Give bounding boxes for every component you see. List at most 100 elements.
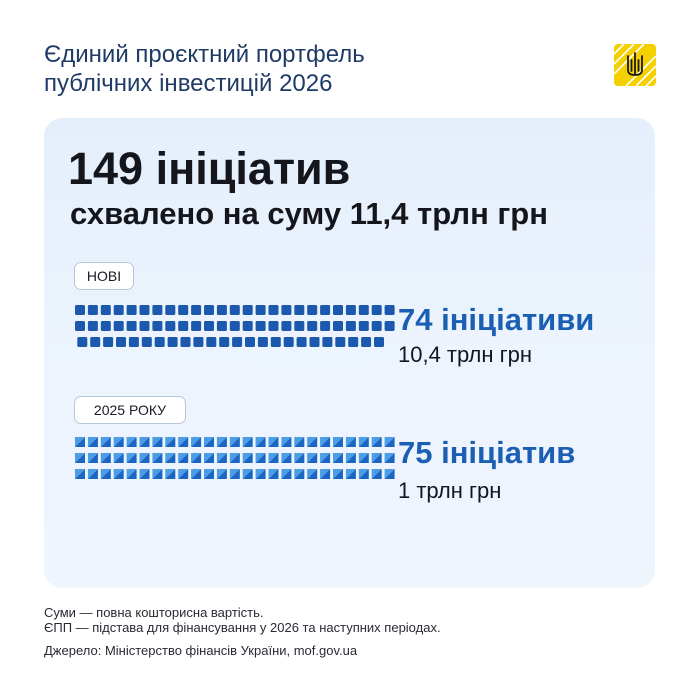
unit-square bbox=[358, 321, 369, 331]
series-0-units bbox=[75, 305, 395, 347]
page-title: Єдиний проєктний портфель публічних інве… bbox=[44, 40, 365, 98]
unit-square bbox=[75, 321, 85, 331]
unit-square bbox=[345, 321, 356, 331]
unit-square bbox=[294, 453, 305, 463]
unit-square bbox=[294, 437, 305, 447]
unit-square bbox=[320, 321, 331, 331]
unit-square bbox=[152, 437, 163, 447]
unit-square bbox=[116, 337, 126, 347]
unit-square bbox=[257, 337, 268, 347]
unit-square bbox=[307, 305, 318, 315]
unit-square bbox=[296, 337, 307, 347]
unit-square bbox=[335, 337, 346, 347]
stat-2025-count: 75 ініціатив bbox=[398, 435, 576, 470]
unit-square bbox=[268, 437, 279, 447]
unit-square bbox=[294, 321, 305, 331]
unit-square bbox=[229, 321, 240, 331]
unit-square bbox=[216, 469, 227, 479]
unit-square bbox=[152, 321, 163, 331]
unit-square bbox=[333, 453, 343, 463]
unit-square bbox=[126, 469, 137, 479]
unit-square bbox=[113, 453, 124, 463]
unit-square bbox=[307, 437, 318, 447]
tag-2025: 2025 РОКУ bbox=[74, 396, 186, 424]
unit-square bbox=[307, 321, 318, 331]
unit-square bbox=[371, 469, 382, 479]
unit-square bbox=[345, 453, 356, 463]
unit-square bbox=[139, 321, 150, 331]
tag-new: НОВІ bbox=[74, 262, 134, 290]
unit-square bbox=[361, 337, 372, 347]
unit-square bbox=[90, 337, 101, 347]
unit-square bbox=[245, 337, 255, 347]
unit-square bbox=[384, 437, 395, 447]
unit-square bbox=[268, 305, 279, 315]
summary-card bbox=[44, 118, 655, 588]
unit-square bbox=[333, 321, 343, 331]
unit-square bbox=[281, 321, 292, 331]
stat-new-count: 74 ініціативи bbox=[398, 302, 595, 337]
page-title-line-1: Єдиний проєктний портфель bbox=[44, 41, 365, 68]
unit-square bbox=[178, 305, 189, 315]
unit-square bbox=[87, 453, 98, 463]
footnote-sums: Суми — повна кошторисна вартість. bbox=[44, 605, 264, 620]
unit-square bbox=[229, 469, 240, 479]
unit-square bbox=[126, 305, 137, 315]
unit-square bbox=[320, 437, 331, 447]
unit-square bbox=[178, 469, 189, 479]
unit-square bbox=[345, 469, 356, 479]
unit-square bbox=[75, 469, 85, 479]
unit-square bbox=[100, 437, 111, 447]
unit-square bbox=[216, 437, 227, 447]
unit-square bbox=[320, 453, 331, 463]
unit-square bbox=[139, 453, 150, 463]
unit-square bbox=[255, 469, 266, 479]
unit-square bbox=[167, 337, 178, 347]
unit-square bbox=[204, 437, 214, 447]
unit-square bbox=[139, 305, 150, 315]
unit-square bbox=[165, 305, 176, 315]
unit-square bbox=[255, 321, 266, 331]
page-title-line-2: публічних інвестицій 2026 bbox=[44, 70, 333, 97]
unit-square bbox=[309, 337, 320, 347]
unit-square bbox=[333, 305, 343, 315]
unit-square bbox=[139, 437, 150, 447]
unit-square bbox=[242, 321, 253, 331]
unit-square bbox=[178, 437, 189, 447]
unit-square bbox=[139, 469, 150, 479]
unit-square bbox=[219, 337, 230, 347]
unit-square bbox=[178, 321, 189, 331]
unit-square bbox=[307, 453, 318, 463]
unit-square bbox=[229, 453, 240, 463]
unit-square bbox=[165, 453, 176, 463]
unit-square bbox=[333, 469, 343, 479]
unit-square bbox=[154, 337, 165, 347]
unit-square bbox=[371, 453, 382, 463]
unit-square bbox=[180, 337, 191, 347]
unit-square bbox=[281, 305, 292, 315]
unit-square bbox=[229, 305, 240, 315]
unit-square bbox=[270, 337, 281, 347]
ukraine-trident-icon bbox=[614, 44, 656, 86]
stat-new-amount: 10,4 трлн грн bbox=[398, 342, 532, 367]
unit-square bbox=[232, 337, 243, 347]
unit-square bbox=[75, 305, 85, 315]
series-1-units bbox=[75, 437, 395, 479]
unit-square bbox=[371, 321, 382, 331]
unit-square bbox=[294, 305, 305, 315]
unit-square bbox=[113, 321, 124, 331]
unit-square bbox=[294, 469, 305, 479]
unit-square bbox=[255, 437, 266, 447]
unit-square bbox=[268, 321, 279, 331]
unit-square bbox=[255, 453, 266, 463]
unit-square bbox=[281, 469, 292, 479]
unit-square bbox=[242, 469, 253, 479]
headline-total-count: 149 ініціатив bbox=[68, 143, 351, 194]
unit-square bbox=[345, 305, 356, 315]
footnote-source: Джерело: Міністерство фінансів України, … bbox=[44, 643, 358, 658]
unit-square bbox=[216, 321, 227, 331]
unit-square bbox=[371, 305, 382, 315]
unit-square bbox=[358, 469, 369, 479]
unit-square bbox=[345, 437, 356, 447]
unit-square bbox=[204, 305, 214, 315]
